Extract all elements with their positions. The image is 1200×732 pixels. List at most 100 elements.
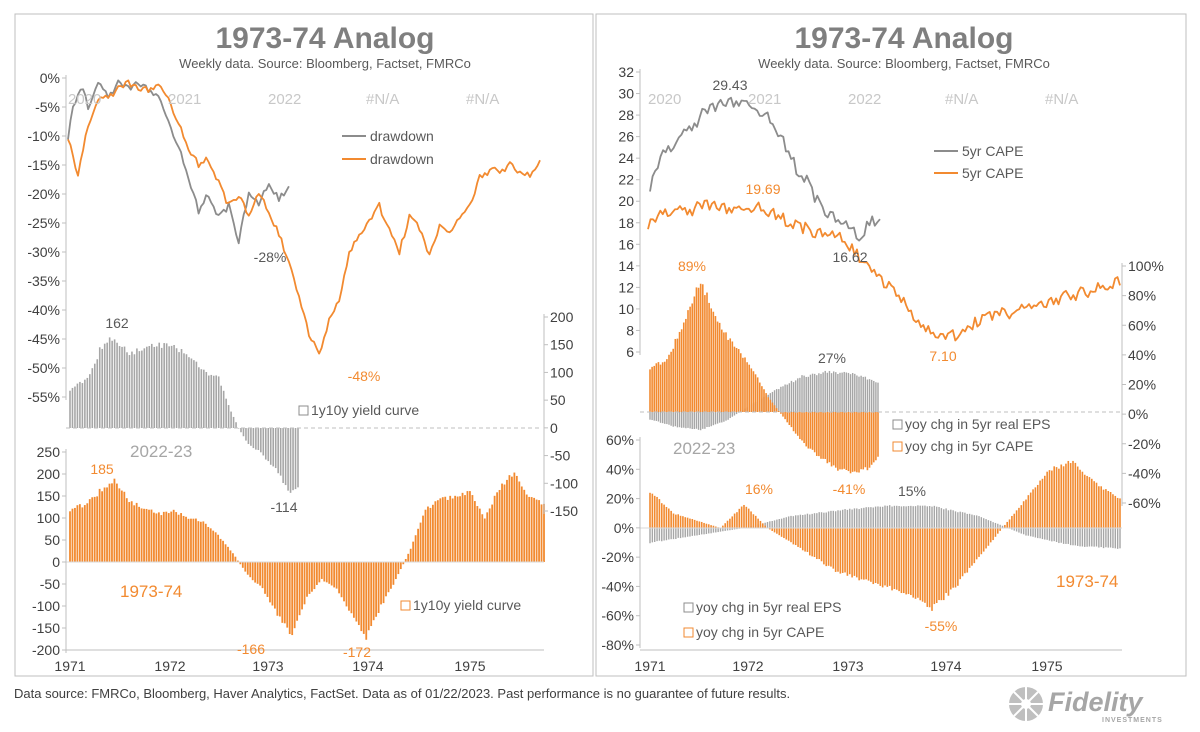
yield-orange-bar: [543, 503, 545, 562]
cape-orange-lower-bar: [665, 506, 668, 528]
eps-gray-lower-bar: [964, 512, 966, 528]
yield-orange-bar: [76, 505, 79, 562]
eps-gray-upper-bar: [866, 379, 869, 412]
cape-orange-lower-bar: [1020, 505, 1023, 528]
annotation-162: 162: [105, 315, 129, 331]
yield-orange-bar: [417, 528, 419, 562]
yield-orange-bar: [456, 496, 459, 562]
right-label-1973-74: 1973-74: [1056, 572, 1118, 591]
eps-gray-lower-bar: [708, 528, 710, 534]
eps-gray-upper-bar: [875, 382, 877, 412]
cape-orange-lower-bar: [764, 525, 766, 528]
yield-gray-bar: [103, 343, 106, 428]
yield-gray-bar: [240, 428, 242, 433]
cape-orange-upper-bar: [820, 412, 822, 459]
cape-orange-lower-bar: [1081, 471, 1084, 528]
eps-gray-upper-bar: [651, 412, 653, 421]
left-x-tick-1973: 1973: [252, 658, 283, 674]
cape-orange-lower-bar: [698, 521, 701, 528]
right-bottom-right-axis-tick-label: -20%: [1128, 436, 1161, 452]
yield-orange-bar: [143, 508, 145, 562]
yield-gray-bar: [217, 376, 220, 428]
eps-gray-upper-bar: [699, 412, 702, 431]
eps-gray-lower-bar: [684, 528, 686, 538]
cape-orange-lower-bar: [1039, 480, 1041, 528]
eps-gray-lower-bar: [903, 506, 905, 528]
cape-orange-lower-bar: [736, 512, 738, 528]
yield-orange-bar: [503, 484, 506, 562]
right-top-y-axis-tick-label: 8: [626, 322, 634, 338]
eps-gray-upper-bar: [837, 373, 839, 412]
right-top-y-axis-tick-label: 12: [618, 279, 634, 295]
eps-gray-lower-bar: [959, 511, 961, 528]
right-top-y-axis-tick-label: 18: [618, 215, 634, 231]
cape-orange-upper-bar: [661, 362, 664, 412]
yield-orange-bar: [407, 553, 410, 562]
eps-gray-upper-bar: [816, 375, 818, 412]
cape-orange-lower-bar: [1065, 463, 1067, 528]
eps-gray-lower-bar: [1032, 528, 1034, 537]
yield-orange-bar: [120, 490, 123, 562]
cape-orange-upper-bar: [682, 322, 685, 412]
eps-gray-lower-bar: [849, 508, 851, 528]
yield-orange-bar: [513, 472, 516, 562]
yield-orange-bar: [367, 562, 370, 631]
yield-gray-bar: [252, 428, 255, 449]
annotation-16-pct: 16%: [745, 481, 773, 497]
cape-orange-lower-bar: [1093, 481, 1095, 528]
yield-orange-bar: [488, 508, 491, 562]
cape-orange-lower-bar: [1098, 486, 1100, 528]
yield-orange-bar: [424, 509, 427, 562]
yield-gray-bar: [289, 428, 292, 493]
yield-orange-bar: [340, 562, 343, 598]
cape-orange-upper-bar: [657, 362, 660, 412]
left-top-label-na1: #N/A: [366, 91, 399, 108]
cape-orange-lower-bar: [794, 528, 797, 546]
yield-orange-bar: [506, 479, 508, 562]
cape-orange-lower-bar: [700, 521, 703, 528]
cape-orange-upper-bar: [866, 412, 869, 471]
cape-orange-upper-bar: [847, 412, 850, 472]
right-top-y-axis-tick-label: 32: [618, 64, 634, 80]
cape-orange-lower-bar: [785, 528, 788, 540]
cape-orange-lower-bar: [651, 493, 654, 528]
annotation-89-pct: 89%: [678, 258, 706, 274]
yield-orange-bar: [370, 562, 373, 627]
yield-orange-bar: [209, 528, 212, 562]
right-bottom-y-axis-tick-label: -80%: [601, 637, 634, 653]
cape-orange-lower-bar: [999, 528, 1001, 531]
cape-orange-lower-bar: [893, 528, 896, 590]
yield-orange-bar: [360, 562, 363, 632]
eps-gray-lower-bar: [1114, 528, 1116, 549]
yield-gray-bar: [292, 428, 294, 491]
cape-orange-lower-bar: [888, 528, 891, 586]
left-x-tick-1975: 1975: [454, 658, 485, 674]
cape-orange-upper-bar: [685, 318, 687, 412]
eps-gray-upper-bar: [873, 380, 875, 412]
cape-orange-lower-bar: [731, 516, 734, 528]
eps-gray-lower-bar: [924, 505, 926, 528]
eps-gray-lower-bar: [710, 528, 712, 534]
cape-orange-lower-bar: [898, 528, 900, 592]
yield-orange-bar: [350, 562, 353, 614]
yield-orange-bar: [93, 496, 96, 562]
cape-orange-lower-bar: [851, 528, 853, 578]
yield-gray-bar: [113, 339, 116, 428]
eps-gray-lower-bar: [1102, 528, 1105, 549]
eps-gray-lower-bar: [703, 528, 705, 535]
yield-orange-bar: [486, 512, 489, 562]
cape-orange-upper-bar: [735, 347, 738, 412]
annotation-15-pct: 15%: [898, 483, 926, 499]
eps-gray-lower-bar: [980, 517, 983, 528]
yield-orange-bar: [483, 518, 486, 562]
cape-orange-upper-bar: [674, 338, 677, 412]
yield-orange-bar: [439, 498, 442, 562]
left-top-label-na2: #N/A: [466, 91, 499, 108]
right-bottom-right-axis-tick-label: -40%: [1128, 465, 1161, 481]
yield-gray-bar: [158, 342, 161, 428]
eps-gray-upper-bar: [710, 412, 712, 427]
cape-orange-lower-bar: [858, 528, 860, 581]
yield-gray-bar: [195, 361, 198, 428]
eps-gray-lower-bar: [846, 509, 849, 528]
eps-gray-lower-bar: [1015, 528, 1018, 532]
